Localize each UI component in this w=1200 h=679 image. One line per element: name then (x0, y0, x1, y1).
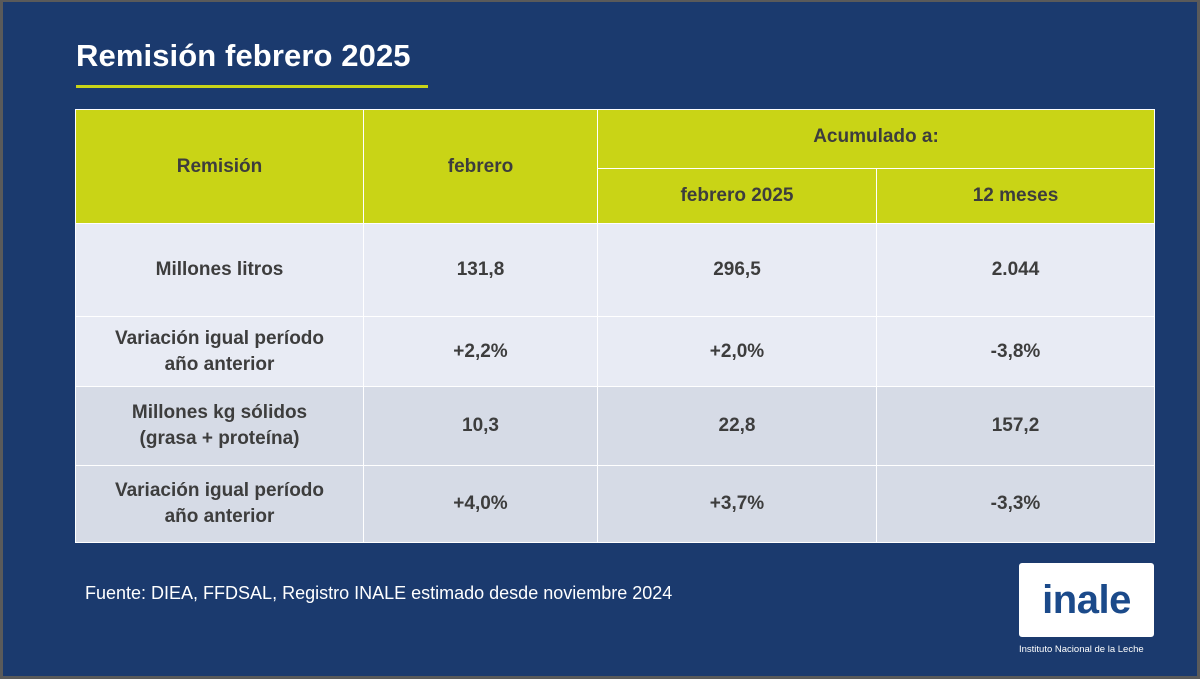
row-label: Variación igual período año anterior (75, 316, 364, 387)
table-row: Variación igual período año anterior +4,… (75, 465, 1155, 543)
cell-acum-12-meses: 157,2 (876, 386, 1155, 466)
table-row: Millones kg sólidos (grasa + proteína) 1… (75, 386, 1155, 466)
header-remision: Remisión (75, 109, 364, 224)
row-label-line-1: Variación igual período (114, 327, 325, 349)
table-row: Variación igual período año anterior +2,… (75, 316, 1155, 387)
header-acum-12-meses: 12 meses (876, 168, 1155, 224)
row-label: Millones litros (75, 223, 364, 317)
logo-caption: Instituto Nacional de la Leche (1019, 644, 1144, 655)
cell-acum-12-meses: -3,3% (876, 465, 1155, 543)
cell-febrero: 10,3 (363, 386, 598, 466)
row-label-line-2: año anterior (164, 506, 275, 527)
row-label-line-2: año anterior (164, 353, 275, 375)
cell-acum-febrero: +2,0% (597, 316, 877, 387)
title-underline (76, 85, 428, 88)
cell-febrero: 131,8 (363, 223, 598, 317)
table-subheader-row: febrero 2025 12 meses (76, 168, 1155, 224)
header-febrero: febrero (363, 109, 598, 224)
cell-acum-12-meses: -3,8% (876, 316, 1155, 387)
table-header-row: Remisión febrero Acumulado a: (75, 109, 1155, 224)
logo-wordmark: inale (1042, 577, 1131, 622)
table-row: Millones litros 131,8 296,5 2.044 (75, 223, 1155, 317)
inale-logo: inale (1019, 563, 1154, 637)
header-acum-febrero: febrero 2025 (597, 168, 877, 224)
row-label-line-2: (grasa + proteína) (139, 428, 300, 449)
cell-acum-12-meses: 2.044 (876, 223, 1155, 317)
row-label: Millones kg sólidos (grasa + proteína) (75, 386, 364, 466)
row-label: Variación igual período año anterior (75, 465, 364, 543)
cell-acum-febrero: 22,8 (597, 386, 877, 466)
row-label-line-1: Variación igual período (114, 480, 325, 501)
page-title: Remisión febrero 2025 (76, 38, 411, 73)
cell-febrero: +2,2% (363, 316, 598, 387)
remision-table: Remisión febrero Acumulado a: febrero 20… (75, 109, 1155, 543)
cell-febrero: +4,0% (363, 465, 598, 543)
row-label-line-1: Millones litros (155, 259, 284, 280)
header-acumulado: Acumulado a: (597, 109, 1155, 169)
source-note: Fuente: DIEA, FFDSAL, Registro INALE est… (85, 583, 673, 603)
cell-acum-febrero: 296,5 (597, 223, 877, 317)
row-label-line-1: Millones kg sólidos (131, 402, 308, 423)
cell-acum-febrero: +3,7% (597, 465, 877, 543)
